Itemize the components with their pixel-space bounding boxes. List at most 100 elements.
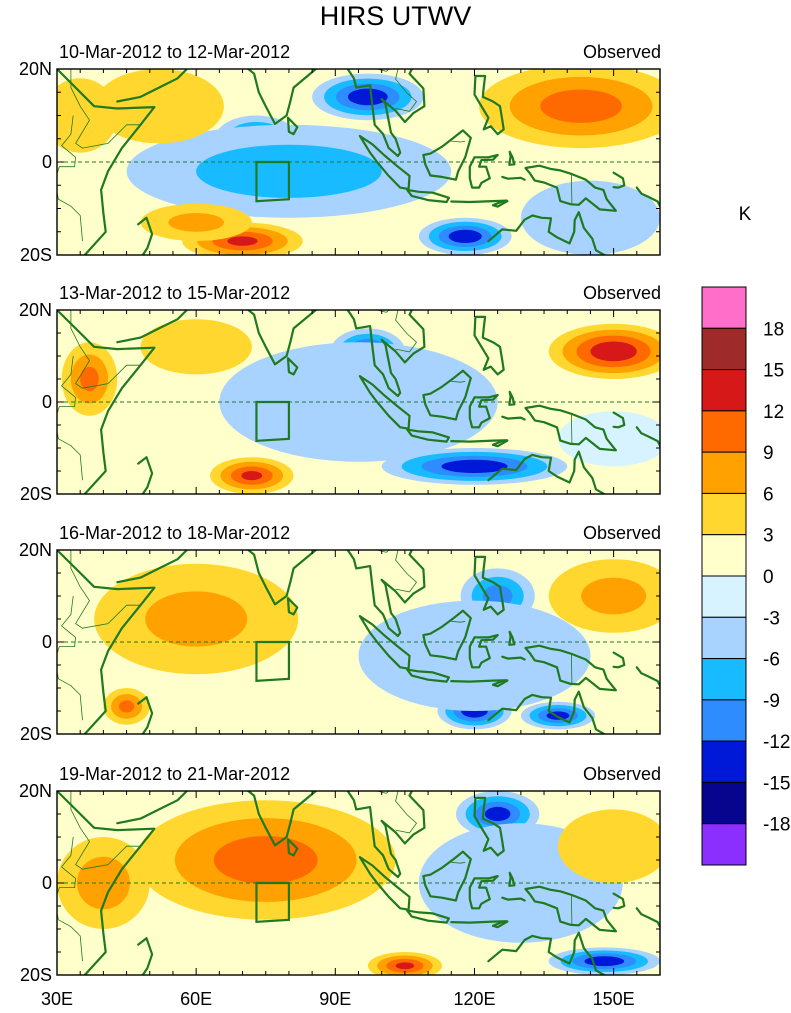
coastline — [57, 791, 156, 975]
anomaly-feature — [210, 457, 294, 494]
coastline — [487, 450, 607, 494]
coastline — [406, 428, 450, 443]
country-border — [57, 836, 83, 962]
coastline — [508, 390, 516, 406]
panel-4-period: 19-Mar-2012 to 21-Mar-2012 — [59, 764, 290, 784]
country-border — [451, 620, 466, 623]
coastline — [450, 439, 508, 443]
colorbar-swatch — [701, 781, 747, 825]
panel-3-axes: 20N 0 20S — [19, 540, 661, 744]
colorbar-label: 12 — [763, 402, 784, 423]
coastline — [380, 69, 426, 124]
y-tick-label: 0 — [42, 873, 52, 893]
coastline — [473, 555, 505, 616]
panel-1-coastlines — [57, 69, 660, 255]
coastline — [406, 668, 450, 683]
coastline — [524, 885, 617, 933]
coastline — [422, 129, 472, 181]
colorbar-label: 18 — [763, 319, 784, 340]
y-tick-label: 20S — [20, 965, 52, 985]
country-border — [70, 791, 141, 870]
colorbar-label: 3 — [763, 526, 774, 547]
country-border — [376, 310, 418, 353]
colorbar-swatch — [701, 616, 747, 660]
coastline — [635, 666, 660, 687]
anomaly-feature — [140, 319, 252, 375]
anomaly-contour — [118, 700, 135, 713]
colorbar-swatch — [701, 658, 747, 701]
colorbar-swatch — [701, 534, 747, 577]
anomaly-feature — [381, 448, 568, 485]
anomaly-contour — [395, 962, 415, 970]
y-tick-label: 0 — [42, 392, 52, 412]
coastline — [524, 404, 617, 452]
anomaly-contour — [241, 471, 263, 481]
panel-4-label: Observed — [583, 764, 661, 784]
country-border — [57, 595, 83, 721]
coastline — [468, 394, 499, 429]
coastline — [491, 200, 509, 208]
colorbar-label: -3 — [763, 608, 780, 629]
panel-1-period: 10-Mar-2012 to 12-Mar-2012 — [59, 42, 290, 62]
coastline — [475, 527, 483, 541]
colorbar-label: -18 — [763, 815, 790, 836]
country-border — [376, 550, 418, 593]
anomaly-contour — [182, 339, 211, 354]
coastline — [137, 937, 154, 975]
anomaly-contour — [457, 463, 492, 470]
colorbar: 18 15 12 9 6 3 0 -3 -6 -9 -12 -15 -18 — [701, 286, 790, 866]
country-border — [451, 861, 466, 864]
anomaly-contour — [145, 591, 248, 647]
anomaly-feature — [57, 837, 150, 929]
coastline — [635, 426, 660, 447]
coastline — [491, 679, 509, 688]
anomaly-contour — [601, 346, 626, 357]
coastline — [450, 679, 508, 683]
anomaly-contour — [581, 577, 647, 615]
coastline — [487, 931, 607, 975]
country-border — [376, 69, 418, 112]
panel-2-coastlines — [57, 310, 660, 494]
y-tick-label: 0 — [42, 152, 52, 172]
coastline — [508, 630, 516, 646]
anomaly-feature — [367, 952, 442, 975]
anomaly-feature — [418, 217, 512, 255]
figure-title: HIRS UTWV — [320, 1, 472, 31]
y-tick-label: 20N — [19, 300, 52, 320]
colorbar-label: 15 — [763, 361, 784, 382]
anomaly-contour — [562, 98, 600, 114]
coastline — [57, 310, 156, 494]
country-border — [571, 894, 573, 925]
anomaly-feature — [94, 563, 299, 675]
coastline — [612, 651, 626, 669]
panel-3-period: 16-Mar-2012 to 18-Mar-2012 — [59, 523, 290, 543]
coastline — [635, 186, 660, 208]
coastline — [116, 310, 188, 344]
coastline — [612, 411, 626, 429]
coastline — [501, 896, 526, 902]
y-tick-label: 20S — [20, 484, 52, 504]
colorbar-swatch — [701, 492, 747, 536]
colorbar-swatch — [701, 575, 747, 618]
coastline — [346, 69, 402, 158]
coastline — [380, 310, 426, 364]
anomaly-contour — [168, 213, 224, 232]
y-tick-label: 20S — [20, 245, 52, 265]
coastline — [57, 69, 156, 255]
coastline — [346, 310, 402, 398]
coastline — [487, 211, 607, 255]
coastline — [635, 907, 660, 928]
anomaly-feature — [312, 73, 424, 121]
coastline — [473, 796, 505, 857]
anomaly-feature — [557, 809, 660, 883]
country-border — [376, 791, 418, 834]
panel-2: 13-Mar-2012 to 15-Mar-2012 Observed 20N 0… — [19, 283, 661, 504]
coastline — [501, 175, 526, 181]
x-tick-label: 60E — [180, 989, 212, 1009]
coastline — [473, 74, 505, 136]
coastline — [473, 315, 505, 376]
coastline — [468, 153, 499, 189]
coastline — [491, 920, 509, 929]
colorbar-label: 6 — [763, 484, 774, 505]
